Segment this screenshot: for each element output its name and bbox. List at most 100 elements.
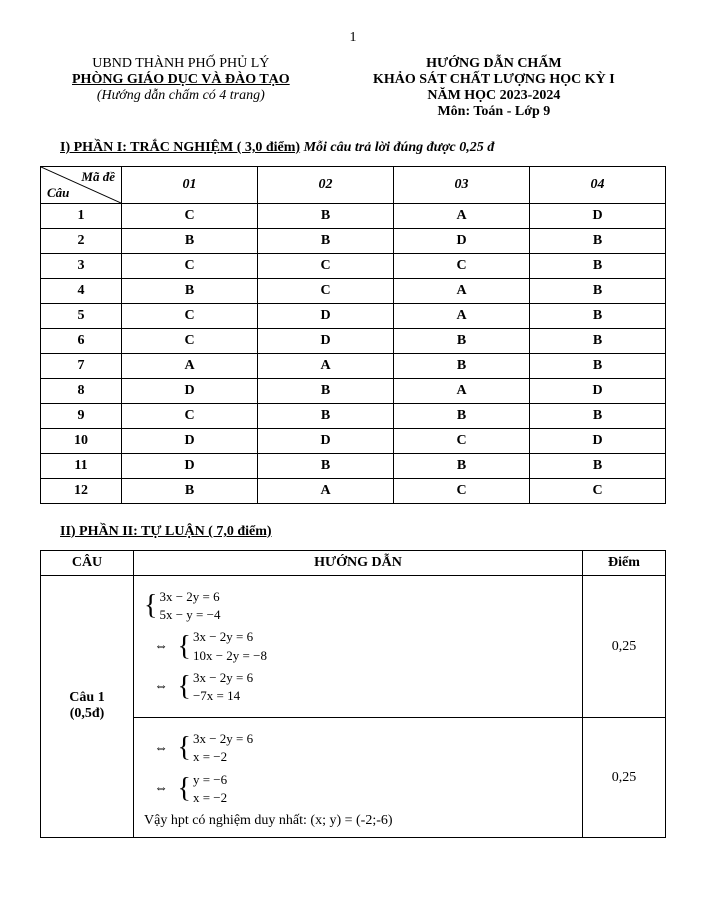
answer-cell: C xyxy=(394,254,530,279)
answer-cell: D xyxy=(258,429,394,454)
answer-cell: C xyxy=(258,254,394,279)
row-number: 3 xyxy=(41,254,122,279)
eq: y = −6 xyxy=(193,771,227,789)
answer-cell: C xyxy=(530,479,666,504)
table-row: 9CBBB xyxy=(41,404,666,429)
answer-cell: D xyxy=(394,229,530,254)
conclusion: Vậy hpt có nghiệm duy nhất: (x; y) = (-2… xyxy=(144,813,572,829)
math-step: ⇔ { y = −6 x = −2 xyxy=(144,771,572,807)
answer-cell: D xyxy=(122,379,258,404)
answer-cell: B xyxy=(394,454,530,479)
col-header: 01 xyxy=(122,167,258,204)
answer-cell: D xyxy=(530,204,666,229)
essay-q-line1: Câu 1 xyxy=(47,690,127,706)
math-step: ⇔ { 3x − 2y = 6 −7x = 14 xyxy=(144,669,572,705)
essay-score: 0,25 xyxy=(583,576,666,718)
document-header: UBND THÀNH PHỐ PHỦ LÝ PHÒNG GIÁO DỤC VÀ … xyxy=(40,56,666,120)
answer-cell: C xyxy=(122,304,258,329)
essay-score: 0,25 xyxy=(583,718,666,838)
answer-cell: D xyxy=(530,379,666,404)
brace-icon: { xyxy=(144,592,157,620)
essay-header-diem: Điểm xyxy=(583,551,666,576)
eq: 10x − 2y = −8 xyxy=(193,647,267,665)
answer-cell: C xyxy=(122,204,258,229)
table-row: 12BACC xyxy=(41,479,666,504)
table-row: 2BBDB xyxy=(41,229,666,254)
eq: 3x − 2y = 6 xyxy=(193,669,253,687)
eq: 3x − 2y = 6 xyxy=(159,588,220,606)
row-number: 4 xyxy=(41,279,122,304)
answer-cell: A xyxy=(394,279,530,304)
answer-cell: C xyxy=(394,429,530,454)
answer-cell: B xyxy=(122,229,258,254)
answer-cell: A xyxy=(258,479,394,504)
col-header: 03 xyxy=(394,167,530,204)
diag-header-cell: Mã đề Câu xyxy=(41,167,122,204)
answer-cell: C xyxy=(122,404,258,429)
row-number: 7 xyxy=(41,354,122,379)
answer-cell: A xyxy=(394,304,530,329)
answer-cell: A xyxy=(394,379,530,404)
answer-cell: D xyxy=(258,304,394,329)
answer-cell: B xyxy=(530,279,666,304)
table-row: 11DBBB xyxy=(41,454,666,479)
answer-cell: C xyxy=(258,279,394,304)
row-number: 6 xyxy=(41,329,122,354)
row-number: 8 xyxy=(41,379,122,404)
table-row: 6CDBB xyxy=(41,329,666,354)
essay-header-hd: HƯỚNG DẪN xyxy=(134,551,583,576)
section2-title-text: II) PHẦN II: TỰ LUẬN ( 7,0 điểm) xyxy=(60,524,272,539)
section2-title: II) PHẦN II: TỰ LUẬN ( 7,0 điểm) xyxy=(60,524,666,540)
essay-q-label: Câu 1 (0,5đ) xyxy=(41,576,134,838)
answer-cell: B xyxy=(530,404,666,429)
org-line3: (Hướng dẫn chấm có 4 trang) xyxy=(40,88,322,104)
eq: 5x − y = −4 xyxy=(159,606,220,624)
answer-cell: C xyxy=(122,254,258,279)
answer-cell: B xyxy=(258,379,394,404)
answer-cell: B xyxy=(258,204,394,229)
answer-cell: B xyxy=(394,354,530,379)
essay-header-cau: CÂU xyxy=(41,551,134,576)
diag-top-label: Mã đề xyxy=(81,169,115,185)
row-number: 9 xyxy=(41,404,122,429)
page-number: 1 xyxy=(40,30,666,46)
table-row: 10DDCD xyxy=(41,429,666,454)
table-row: 3CCCB xyxy=(41,254,666,279)
answer-cell: D xyxy=(530,429,666,454)
answer-cell: C xyxy=(394,479,530,504)
org-line2: PHÒNG GIÁO DỤC VÀ ĐÀO TẠO xyxy=(40,72,322,88)
row-number: 11 xyxy=(41,454,122,479)
math-step: ⇔ { 3x − 2y = 6 10x − 2y = −8 xyxy=(144,628,572,664)
answer-cell: B xyxy=(258,229,394,254)
answer-cell: B xyxy=(530,354,666,379)
answer-cell: A xyxy=(122,354,258,379)
answer-cell: B xyxy=(530,454,666,479)
answer-cell: B xyxy=(258,454,394,479)
table-row: 5CDAB xyxy=(41,304,666,329)
answer-cell: B xyxy=(530,254,666,279)
answer-cell: A xyxy=(394,204,530,229)
section1-title-underline: I) PHẦN I: TRẮC NGHIỆM ( 3,0 điểm) xyxy=(60,140,300,155)
equiv-arrow-icon: ⇔ xyxy=(154,741,168,757)
essay-q-line2: (0,5đ) xyxy=(47,706,127,722)
org-line1: UBND THÀNH PHỐ PHỦ LÝ xyxy=(40,56,322,72)
title-line3: NĂM HỌC 2023-2024 xyxy=(322,88,666,104)
brace-icon: { xyxy=(178,775,191,803)
eq: 3x − 2y = 6 xyxy=(193,730,253,748)
brace-icon: { xyxy=(178,633,191,661)
col-header: 04 xyxy=(530,167,666,204)
answer-cell: B xyxy=(530,304,666,329)
equiv-arrow-icon: ⇔ xyxy=(154,781,168,797)
answer-cell: B xyxy=(530,229,666,254)
answer-cell: D xyxy=(122,429,258,454)
answer-cell: B xyxy=(394,404,530,429)
row-number: 5 xyxy=(41,304,122,329)
equiv-arrow-icon: ⇔ xyxy=(154,639,168,655)
eq: x = −2 xyxy=(193,748,253,766)
answer-cell: D xyxy=(258,329,394,354)
equiv-arrow-icon: ⇔ xyxy=(154,679,168,695)
answer-cell: B xyxy=(530,329,666,354)
math-step: ⇔ { 3x − 2y = 6 x = −2 xyxy=(144,730,572,766)
answer-key-table: Mã đề Câu 01 02 03 04 1CBAD2BBDB3CCCB4BC… xyxy=(40,166,666,504)
essay-table: CÂU HƯỚNG DẪN Điểm Câu 1 (0,5đ) { 3x − 2… xyxy=(40,550,666,838)
